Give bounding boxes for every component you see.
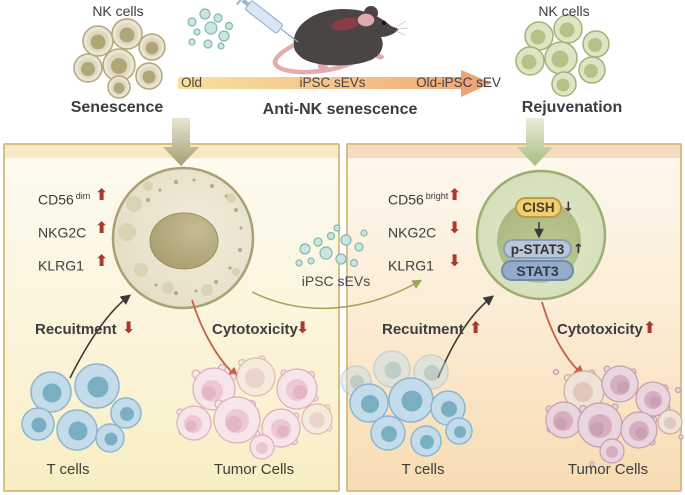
- cytotoxicity-label-right: Cytotoxicity: [557, 321, 643, 338]
- stat3-pill: STAT3: [501, 260, 574, 281]
- ipsc-sevs-label: iPSC sEVs: [301, 273, 371, 289]
- recruitment-arrow-right: [437, 295, 495, 379]
- tumor-cell-cluster-left: [176, 355, 333, 460]
- sev-transfer-arrow: [251, 279, 423, 310]
- marker-cd56-right: CD56 bright: [388, 191, 449, 208]
- rejuvenation-label: Rejuvenation: [521, 99, 623, 116]
- panel-header-strip: [348, 145, 680, 158]
- down-arrow-icon: ⬇: [296, 318, 310, 337]
- rejuvenation-down-arrow: [517, 118, 553, 166]
- up-arrow-icon: ⬆: [643, 318, 657, 337]
- tumor-cells-label-right: Tumor Cells: [567, 461, 649, 478]
- senescence-down-arrow: [163, 118, 199, 166]
- timeline-arrow: [178, 70, 492, 97]
- syringe-icon: [236, 0, 299, 43]
- anti-nk-senescence-label: Anti-NK senescence: [262, 101, 418, 118]
- cytotoxicity-arrow-right: [541, 301, 586, 377]
- cish-down-arrow-icon: ↓: [563, 200, 574, 215]
- nk-cells-label-left: NK cells: [92, 3, 144, 19]
- rejuvenated-nk-cluster: [515, 14, 610, 97]
- p-stat3-pill: p-STAT3: [503, 239, 572, 259]
- bar-old-ipsc-sev-label: Old-iPSC sEV: [416, 75, 501, 90]
- senescent-nk-cluster: [73, 18, 166, 99]
- bar-old-label: Old: [181, 75, 203, 90]
- marker-klrg1-right: KLRG1: [388, 257, 434, 274]
- sev-dots-top: [187, 8, 234, 50]
- marker-nkg2c-right: NKG2C: [388, 224, 437, 241]
- marker-cd56-left: CD56 dim: [38, 191, 91, 208]
- t-cells-label-right: T cells: [401, 461, 445, 478]
- t-cell-cluster-right: [340, 350, 473, 457]
- recruitment-arrow-left: [69, 294, 132, 379]
- nk-cells-label-right: NK cells: [538, 3, 590, 19]
- t-cells-label-left: T cells: [46, 461, 90, 478]
- up-arrow-icon: ⬆: [95, 251, 109, 270]
- mouse-illustration: [273, 6, 409, 75]
- marker-klrg1-left: KLRG1: [38, 257, 84, 274]
- cytotoxicity-label-left: Cytotoxicity: [212, 321, 298, 338]
- cytotoxicity-arrow-left: [191, 299, 240, 379]
- marker-nkg2c-left: NKG2C: [38, 224, 87, 241]
- down-arrow-icon: ⬇: [448, 218, 462, 237]
- senescence-label: Senescence: [70, 99, 164, 116]
- up-arrow-icon: ⬆: [448, 185, 462, 204]
- down-arrow-icon: ⬇: [448, 251, 462, 270]
- tumor-cells-label-left: Tumor Cells: [213, 461, 295, 478]
- pstat3-up-arrow-icon: ↑: [573, 242, 584, 257]
- recruitment-label-left: Recuitment: [35, 321, 117, 338]
- up-arrow-icon: ⬆: [469, 318, 483, 337]
- bar-ipsc-sevs-label: iPSC sEVs: [299, 75, 366, 90]
- recruitment-label-right: Recuitment: [382, 321, 464, 338]
- up-arrow-icon: ⬆: [95, 218, 109, 237]
- sev-dots-middle: [295, 224, 368, 268]
- senescent-nk-cell-large: [111, 166, 255, 310]
- cish-pill: CISH: [515, 197, 562, 218]
- t-cell-cluster-left: [21, 363, 142, 453]
- up-arrow-icon: ⬆: [95, 185, 109, 204]
- tumor-cell-cluster-right: [545, 365, 684, 467]
- down-arrow-icon: ⬇: [122, 318, 136, 337]
